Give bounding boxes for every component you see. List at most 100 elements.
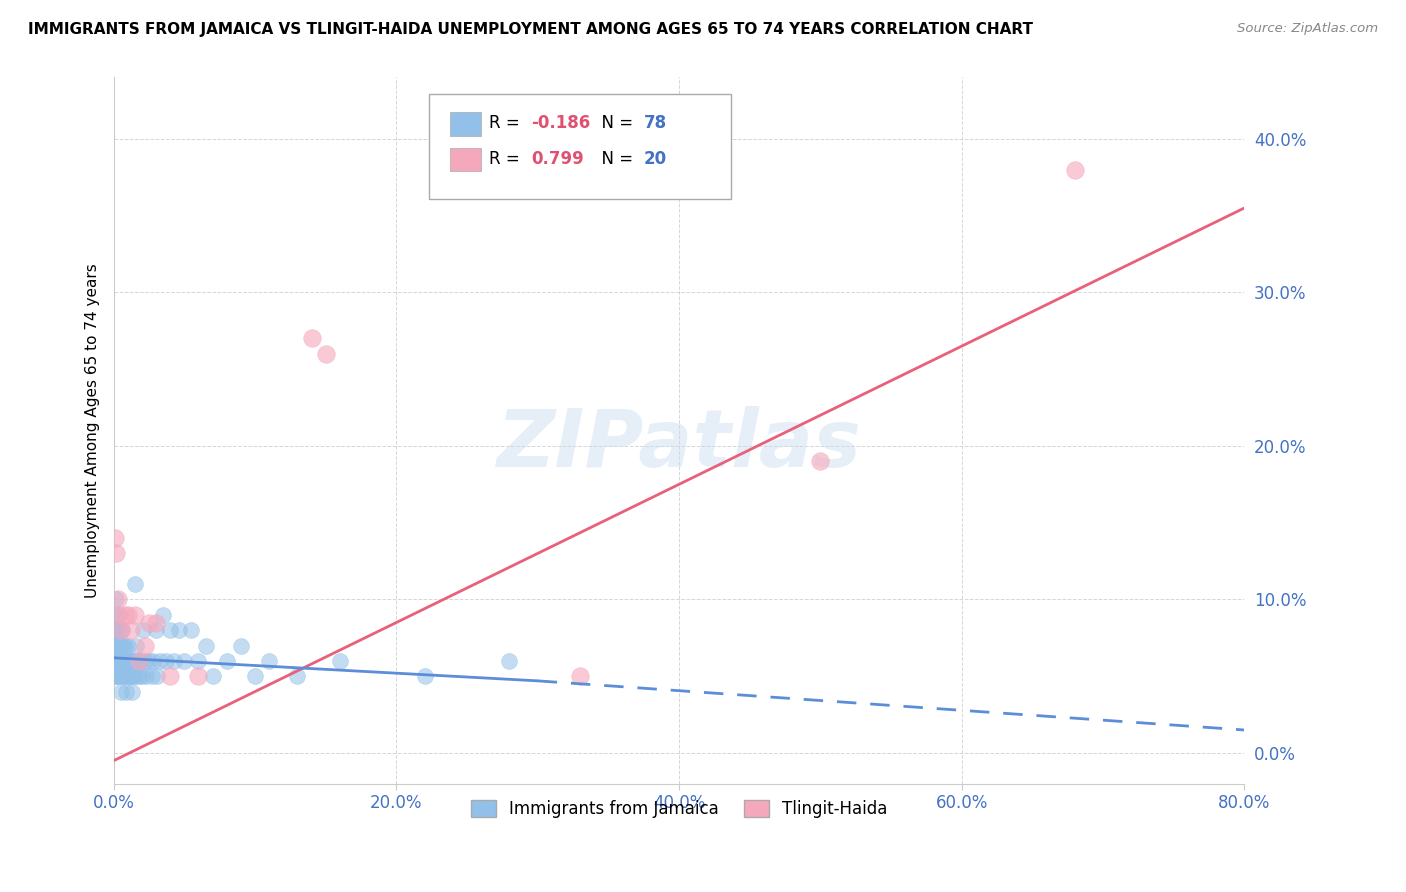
Point xyxy=(201,669,224,683)
Point xyxy=(135,669,157,683)
Point xyxy=(187,654,209,668)
Point xyxy=(110,623,132,637)
Point xyxy=(107,607,129,622)
Point xyxy=(118,669,141,683)
Point xyxy=(215,654,238,668)
Point xyxy=(114,669,136,683)
Point xyxy=(120,623,142,637)
Point xyxy=(257,654,280,668)
Point xyxy=(131,669,153,683)
Point xyxy=(105,639,128,653)
Point xyxy=(1063,162,1085,177)
Point xyxy=(110,654,132,668)
Text: ZIPatlas: ZIPatlas xyxy=(496,406,862,483)
Text: R =: R = xyxy=(489,150,530,168)
Legend: Immigrants from Jamaica, Tlingit-Haida: Immigrants from Jamaica, Tlingit-Haida xyxy=(464,793,894,825)
Point xyxy=(163,654,186,668)
Point xyxy=(149,654,172,668)
Point xyxy=(114,639,136,653)
Point xyxy=(118,654,141,668)
Point xyxy=(569,669,592,683)
Point xyxy=(145,615,167,630)
Point xyxy=(329,654,352,668)
Point xyxy=(108,639,131,653)
Point xyxy=(108,623,131,637)
Point xyxy=(128,669,150,683)
Point xyxy=(128,654,150,668)
Point xyxy=(110,684,132,698)
Text: -0.186: -0.186 xyxy=(531,114,591,132)
Point xyxy=(808,454,831,468)
Point xyxy=(315,347,337,361)
Point xyxy=(145,623,167,637)
Point xyxy=(107,639,129,653)
Point xyxy=(127,654,149,668)
Point xyxy=(114,607,136,622)
Point xyxy=(229,639,252,653)
Point xyxy=(110,623,132,637)
Point xyxy=(104,654,127,668)
Point xyxy=(180,623,202,637)
Point xyxy=(134,639,156,653)
Point xyxy=(138,615,160,630)
Point xyxy=(105,546,128,560)
Point xyxy=(120,669,142,683)
Point xyxy=(124,577,146,591)
Point xyxy=(111,669,134,683)
Point xyxy=(187,669,209,683)
Point xyxy=(155,654,177,668)
Point xyxy=(112,654,135,668)
Point xyxy=(243,669,266,683)
Y-axis label: Unemployment Among Ages 65 to 74 years: Unemployment Among Ages 65 to 74 years xyxy=(86,263,100,598)
Text: N =: N = xyxy=(591,114,638,132)
Point xyxy=(129,654,152,668)
Point xyxy=(159,669,181,683)
Point xyxy=(110,639,132,653)
Point xyxy=(111,654,134,668)
Point xyxy=(121,684,143,698)
Text: 78: 78 xyxy=(644,114,666,132)
Point xyxy=(107,592,129,607)
Point xyxy=(112,669,135,683)
Point xyxy=(173,654,195,668)
Point xyxy=(152,607,174,622)
Point xyxy=(146,669,169,683)
Point xyxy=(117,607,139,622)
Point xyxy=(115,684,138,698)
Point xyxy=(194,639,217,653)
Point xyxy=(121,654,143,668)
Point xyxy=(413,669,436,683)
Text: Source: ZipAtlas.com: Source: ZipAtlas.com xyxy=(1237,22,1378,36)
Text: N =: N = xyxy=(591,150,638,168)
Point xyxy=(124,654,146,668)
Point xyxy=(104,531,127,545)
Point xyxy=(104,639,127,653)
Point xyxy=(117,639,139,653)
Point xyxy=(301,331,323,345)
Point xyxy=(141,669,163,683)
Point xyxy=(287,669,309,683)
Point xyxy=(117,654,139,668)
Point xyxy=(108,654,131,668)
Point xyxy=(107,669,129,683)
Text: IMMIGRANTS FROM JAMAICA VS TLINGIT-HAIDA UNEMPLOYMENT AMONG AGES 65 TO 74 YEARS : IMMIGRANTS FROM JAMAICA VS TLINGIT-HAIDA… xyxy=(28,22,1033,37)
Point xyxy=(167,623,190,637)
Point xyxy=(105,623,128,637)
Point xyxy=(124,607,146,622)
Point xyxy=(105,592,128,607)
Point xyxy=(125,639,148,653)
Point xyxy=(105,669,128,683)
Point xyxy=(498,654,520,668)
Point xyxy=(122,669,145,683)
Point xyxy=(138,654,160,668)
Point xyxy=(104,607,127,622)
Point xyxy=(111,623,134,637)
Point xyxy=(105,654,128,668)
Point xyxy=(114,654,136,668)
Point xyxy=(104,623,127,637)
Point xyxy=(115,654,138,668)
Text: 20: 20 xyxy=(644,150,666,168)
Text: R =: R = xyxy=(489,114,526,132)
Point xyxy=(132,623,155,637)
Point xyxy=(134,654,156,668)
